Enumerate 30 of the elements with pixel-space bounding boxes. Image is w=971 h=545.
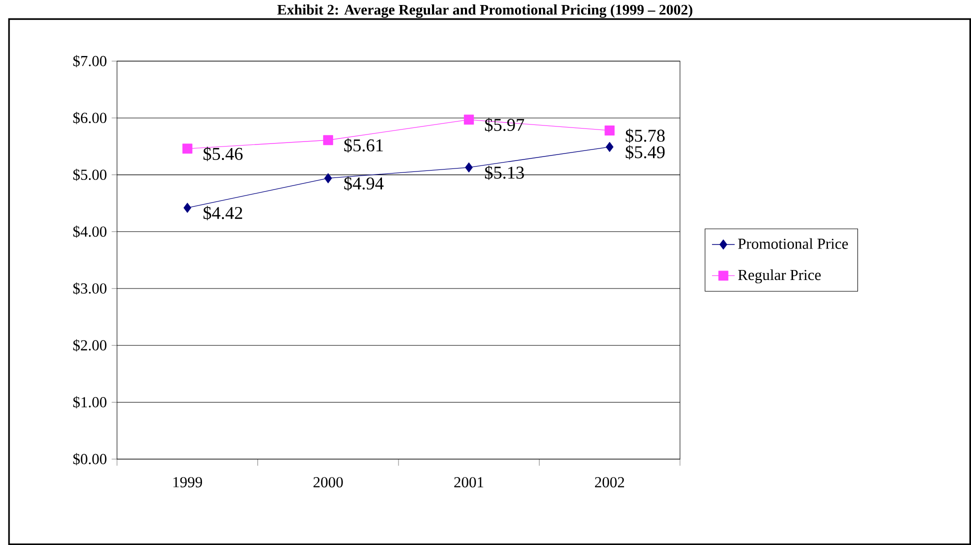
data-label: $4.94	[344, 176, 384, 191]
y-tick-label: $6.00	[73, 112, 106, 124]
point	[182, 144, 192, 154]
data-label: $4.42	[204, 206, 242, 220]
y-tick-label: $7.00	[73, 54, 106, 68]
point	[323, 135, 334, 146]
data-label: $5.61	[344, 138, 383, 153]
chart-title: Exhibit 2: Average Regular and Promotional Pricing (1999 – 2002)	[277, 4, 692, 18]
y-tick-label: $5.00	[73, 168, 106, 181]
y-tick-label: $0.00	[73, 452, 106, 466]
x-tick-label: 1999	[173, 477, 202, 488]
y-tick-label: $1.00	[73, 396, 106, 408]
data-label: $5.46	[204, 146, 243, 162]
x-tick-label: 2002	[595, 477, 624, 488]
point	[604, 125, 615, 136]
y-tick-label: $3.00	[73, 282, 106, 295]
point	[184, 202, 192, 213]
y-tick-label: $2.00	[73, 339, 106, 352]
legend-label: Regular Price	[738, 269, 821, 284]
point	[606, 142, 614, 152]
point	[324, 173, 332, 184]
data-label: $5.78	[626, 128, 665, 143]
legend-label: Promotional Price	[738, 238, 848, 249]
data-label: $5.49	[626, 145, 665, 160]
x-tick-label: 2000	[314, 477, 343, 488]
y-tick-label: $4.00	[73, 226, 106, 238]
x-tick-label: 2001	[454, 477, 484, 488]
point	[465, 162, 473, 172]
data-label: $5.97	[485, 118, 524, 132]
point	[464, 114, 474, 125]
